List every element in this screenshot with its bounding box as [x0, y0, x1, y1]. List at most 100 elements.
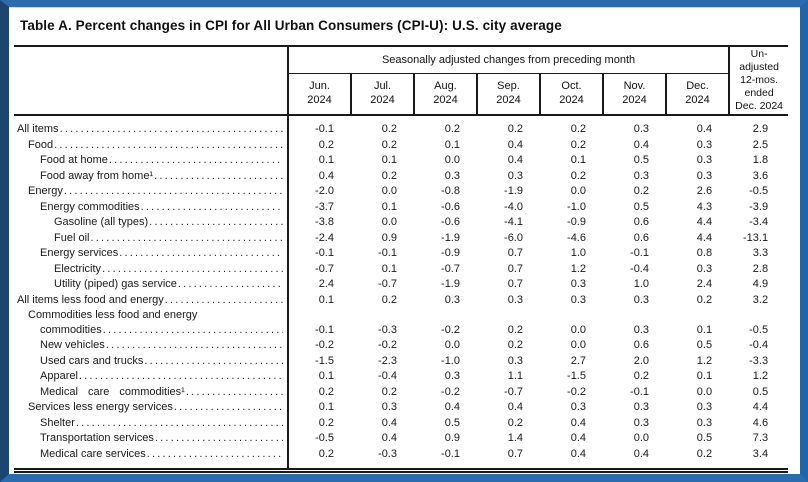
value-cell: -0.2: [441, 385, 460, 398]
value-cell: -2.0: [315, 185, 334, 197]
dot-leader: [149, 215, 283, 231]
value-cell: -0.1: [441, 447, 460, 460]
value-cell: 0.1: [318, 370, 334, 382]
value-cell: -0.7: [315, 262, 334, 275]
row-label-cell: Used cars and trucks: [14, 353, 289, 369]
row-label: Transportation services: [40, 432, 154, 444]
value-cell: 0.0: [444, 339, 460, 351]
row-label-cell: Food away from home¹: [14, 168, 289, 184]
value-cell: 0.5: [633, 200, 649, 213]
row-label-cell: Utility (piped) gas service: [14, 277, 289, 293]
unadjusted-value-cell: -0.5: [749, 185, 769, 197]
value-cell: -1.0: [441, 354, 460, 367]
value-cell: -0.2: [567, 385, 586, 398]
value-cell: 0.1: [570, 154, 586, 166]
seasonally-adjusted-group-header: Seasonally adjusted changes from precedi…: [286, 44, 730, 74]
table-body: All items -0.1 0.2 0.2 0.2 0.2 0.3 0.4 2.9 Food 0.…: [14, 115, 788, 471]
value-cell: 0.5: [696, 339, 713, 351]
value-cell: 0.4: [507, 138, 523, 151]
value-cell: 0.2: [507, 123, 523, 135]
dot-leader: [165, 293, 283, 309]
table-row: Energy commodities -3.7 0.1 -0.6 -4.0 -1.0 0.5…: [14, 199, 788, 216]
row-label: Utility (piped) gas service: [54, 278, 177, 290]
value-cell: 0.0: [444, 154, 460, 166]
month-header-jul: Jul. 2024: [350, 73, 414, 116]
value-cell: 0.0: [633, 432, 649, 444]
value-cell: -0.2: [378, 339, 397, 351]
row-label: Fuel oil: [54, 231, 90, 244]
value-cell: -0.7: [441, 262, 460, 275]
value-cell: 0.2: [633, 370, 649, 382]
table-header: Seasonally adjusted changes from precedi…: [14, 44, 789, 116]
value-cell: 0.3: [696, 416, 713, 429]
value-cell: -3.7: [315, 200, 334, 213]
value-cell: 0.2: [318, 138, 334, 151]
dot-leader: [79, 369, 283, 385]
unadjusted-value-cell: 2.9: [752, 123, 769, 135]
value-cell: -0.9: [441, 247, 460, 259]
value-cell: 0.4: [507, 401, 523, 413]
value-cell: 0.1: [444, 138, 460, 151]
dot-leader: [147, 447, 283, 463]
dot-leader: [106, 338, 283, 354]
value-cell: 0.4: [507, 154, 523, 166]
value-cell: 0.3: [633, 169, 649, 182]
value-cell: 0.4: [633, 447, 649, 460]
value-cell: 0.0: [696, 385, 713, 398]
table-row: Energy services -0.1 -0.1 -0.9 0.7 1.0 -0.1 0.8…: [14, 246, 788, 262]
value-cell: 0.3: [570, 401, 586, 413]
value-cell: 1.0: [570, 247, 586, 259]
row-label-cell: Apparel: [14, 369, 289, 385]
value-cell: 0.2: [381, 123, 397, 135]
row-label-cell: Fuel oil: [14, 230, 289, 246]
value-cell: 1.4: [507, 432, 523, 444]
value-cell: 0.3: [633, 416, 649, 429]
value-cell: 0.7: [507, 278, 523, 290]
value-cell: 0.3: [696, 169, 713, 182]
value-cell: 0.2: [507, 416, 523, 429]
value-cell: 0.2: [633, 185, 649, 197]
value-cell: 0.9: [381, 231, 397, 244]
value-cell: 0.0: [570, 339, 586, 351]
value-cell: -0.9: [567, 216, 586, 228]
value-cell: 0.0: [570, 323, 586, 336]
value-cell: 0.6: [633, 216, 649, 228]
row-label: Food away from home¹: [40, 169, 154, 182]
dot-leader: [103, 323, 283, 339]
month-header-jun: Jun. 2024: [287, 73, 351, 116]
value-cell: 0.1: [696, 323, 713, 336]
unadjusted-value-cell: -3.3: [749, 354, 769, 367]
value-cell: 0.4: [444, 401, 460, 413]
value-cell: -0.1: [315, 247, 334, 259]
value-cell: 1.0: [633, 278, 649, 290]
value-cell: -0.6: [441, 216, 460, 228]
value-cell: -1.0: [567, 200, 586, 213]
row-label-cell: Shelter: [14, 415, 289, 432]
value-cell: 0.3: [696, 401, 713, 413]
value-cell: 0.2: [570, 169, 586, 182]
row-label: Apparel: [40, 370, 78, 382]
table-row: Commodities less food and energy commodit…: [14, 308, 788, 338]
value-cell: 0.1: [318, 293, 334, 306]
stub-header-cell: [14, 45, 288, 116]
value-cell: -0.1: [630, 247, 649, 259]
month-header-dec: Dec. 2024: [664, 73, 730, 116]
dot-leader: [141, 200, 283, 216]
value-cell: 0.2: [696, 447, 713, 460]
unadjusted-value-cell: 7.3: [752, 432, 769, 444]
value-cell: 0.3: [444, 293, 460, 306]
table-row: Gasoline (all types) -3.8 0.0 -0.6 -4.1 -0.9 0…: [14, 215, 788, 231]
value-cell: 1.1: [507, 370, 523, 382]
value-cell: 0.4: [381, 416, 397, 429]
value-cell: -0.3: [378, 323, 397, 336]
value-cell: 4.4: [696, 216, 713, 228]
value-cell: -4.0: [504, 200, 523, 213]
value-cell: 0.7: [507, 262, 523, 275]
value-cell: 4.4: [696, 231, 713, 244]
dot-leader: [76, 416, 283, 432]
table-row: Apparel 0.1 -0.4 0.3 1.1 -1.5 0.2 0.1 1.2: [14, 369, 788, 385]
value-cell: 0.7: [507, 247, 523, 259]
unadjusted-value-cell: 2.8: [752, 262, 769, 275]
row-label: All items less food and energy: [17, 293, 164, 306]
value-cell: 0.2: [696, 293, 713, 306]
